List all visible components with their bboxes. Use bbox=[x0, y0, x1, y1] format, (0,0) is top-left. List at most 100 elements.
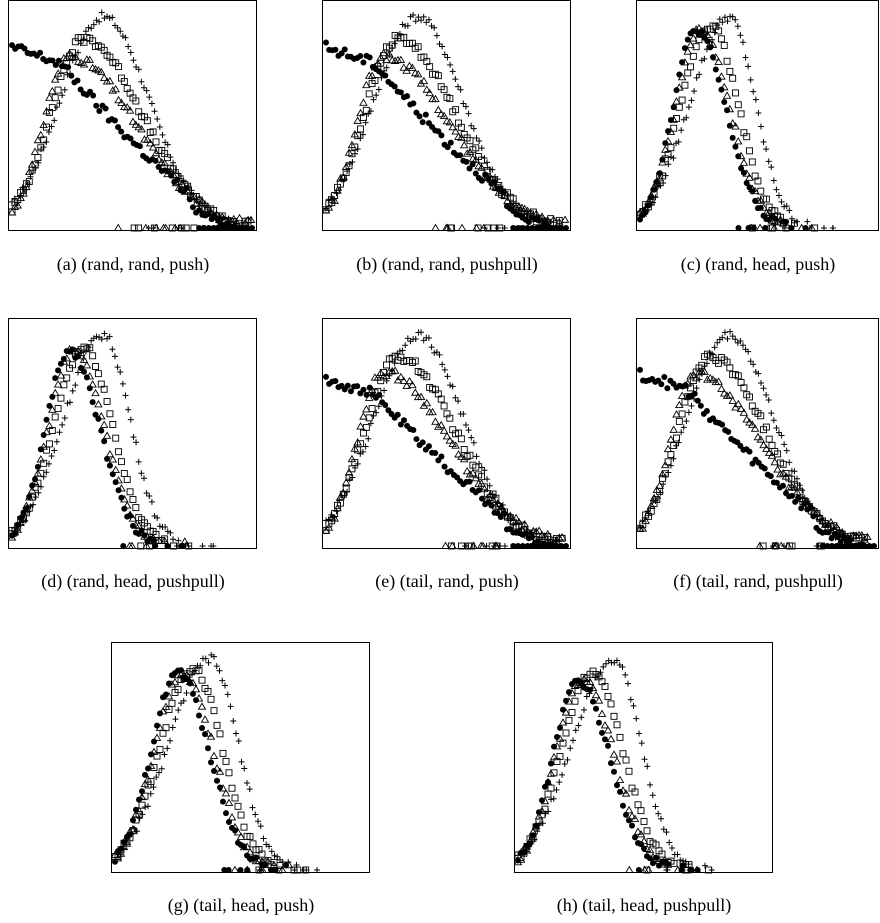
data-point-triangle bbox=[422, 398, 432, 407]
data-point-plus bbox=[683, 114, 690, 121]
data-point-dot bbox=[186, 196, 193, 203]
data-point-triangle bbox=[722, 91, 732, 99]
data-point-plus bbox=[410, 12, 417, 19]
data-point-dot bbox=[391, 83, 398, 90]
data-point-triangle bbox=[236, 832, 246, 840]
data-point-plus bbox=[134, 828, 140, 835]
data-point-plus bbox=[768, 410, 775, 417]
data-point-plus bbox=[724, 18, 731, 25]
data-point-triangle bbox=[762, 444, 771, 452]
data-point-dot bbox=[205, 225, 212, 231]
data-point-triangle bbox=[477, 163, 486, 171]
data-point-triangle bbox=[826, 518, 836, 526]
data-point-plus bbox=[781, 203, 788, 210]
data-point-dot bbox=[725, 428, 732, 435]
data-point-plus bbox=[158, 765, 165, 772]
data-point-plus bbox=[119, 33, 126, 40]
data-point-triangle bbox=[13, 525, 23, 533]
data-point-square bbox=[734, 101, 742, 109]
data-point-square bbox=[472, 463, 480, 471]
scatter-plot-e bbox=[321, 318, 571, 550]
data-point-plus bbox=[449, 68, 456, 75]
data-point-square bbox=[729, 74, 737, 82]
data-point-triangle bbox=[151, 148, 161, 157]
data-point-dot bbox=[789, 492, 796, 499]
data-point-square bbox=[466, 137, 474, 145]
data-point-square bbox=[357, 125, 365, 133]
series-dot bbox=[9, 42, 255, 231]
data-point-plus bbox=[734, 23, 741, 30]
data-point-triangle bbox=[128, 825, 138, 833]
data-point-plus bbox=[534, 828, 541, 835]
scatter-plot-g bbox=[110, 642, 370, 874]
data-point-plus bbox=[641, 756, 648, 763]
data-point-plus bbox=[216, 667, 223, 674]
data-point-triangle bbox=[278, 865, 287, 873]
data-point-plus bbox=[222, 682, 228, 689]
data-point-triangle bbox=[114, 95, 123, 104]
data-point-dot bbox=[542, 783, 548, 790]
data-point-triangle bbox=[748, 420, 757, 428]
series-plus bbox=[515, 657, 715, 873]
data-point-triangle bbox=[560, 215, 570, 223]
data-point-dot bbox=[104, 455, 111, 462]
data-point-plus bbox=[791, 468, 798, 475]
data-point-triangle bbox=[691, 373, 701, 382]
data-point-dot bbox=[482, 171, 489, 178]
data-point-triangle bbox=[33, 469, 43, 477]
data-point-square bbox=[717, 35, 725, 43]
data-point-plus bbox=[143, 87, 150, 94]
data-point-dot bbox=[653, 178, 660, 185]
data-point-plus bbox=[664, 867, 671, 873]
data-point-dot bbox=[55, 57, 62, 64]
data-point-triangle bbox=[773, 465, 782, 473]
data-point-square bbox=[489, 224, 497, 232]
data-point-triangle bbox=[625, 865, 634, 873]
data-point-triangle bbox=[336, 174, 345, 182]
data-point-dot bbox=[34, 463, 41, 470]
data-point-dot bbox=[52, 375, 59, 382]
data-point-square bbox=[123, 476, 131, 483]
data-point-dot bbox=[120, 543, 127, 549]
data-point-dot bbox=[127, 831, 133, 838]
data-point-dot bbox=[637, 366, 643, 373]
data-point-plus bbox=[404, 335, 411, 342]
data-point-plus bbox=[462, 103, 469, 110]
data-point-square bbox=[115, 63, 123, 71]
data-point-square bbox=[362, 106, 370, 114]
panel-g: (g) (tail, head, push) bbox=[110, 642, 371, 923]
data-point-square bbox=[94, 370, 102, 378]
data-point-square bbox=[734, 372, 742, 380]
data-point-plus bbox=[69, 387, 76, 394]
data-point-dot bbox=[435, 128, 442, 135]
data-point-plus bbox=[729, 13, 736, 20]
data-point-triangle bbox=[22, 182, 31, 191]
data-point-square bbox=[762, 423, 770, 431]
data-point-square bbox=[100, 385, 108, 393]
data-point-triangle bbox=[399, 376, 409, 384]
data-point-dot bbox=[410, 100, 417, 107]
data-point-triangle bbox=[105, 449, 115, 458]
data-point-plus bbox=[146, 492, 153, 499]
data-point-triangle bbox=[330, 196, 339, 204]
data-point-dot bbox=[166, 680, 172, 687]
data-point-plus bbox=[268, 848, 275, 855]
data-point-plus bbox=[647, 781, 653, 788]
data-point-square bbox=[426, 63, 434, 71]
data-point-plus bbox=[673, 140, 680, 147]
data-point-square bbox=[115, 448, 123, 456]
data-point-dot bbox=[665, 128, 672, 135]
data-point-dot bbox=[746, 448, 753, 455]
data-point-triangle bbox=[594, 696, 604, 704]
data-point-plus bbox=[773, 425, 780, 432]
data-point-square bbox=[43, 123, 51, 131]
data-point-dot bbox=[221, 867, 228, 873]
data-point-dot bbox=[183, 184, 190, 191]
data-point-triangle bbox=[200, 715, 210, 723]
data-point-triangle bbox=[382, 55, 391, 64]
data-point-triangle bbox=[91, 388, 100, 397]
data-point-triangle bbox=[554, 217, 564, 226]
data-point-plus bbox=[156, 124, 163, 131]
data-point-triangle bbox=[485, 490, 495, 499]
data-point-dot bbox=[684, 36, 691, 43]
